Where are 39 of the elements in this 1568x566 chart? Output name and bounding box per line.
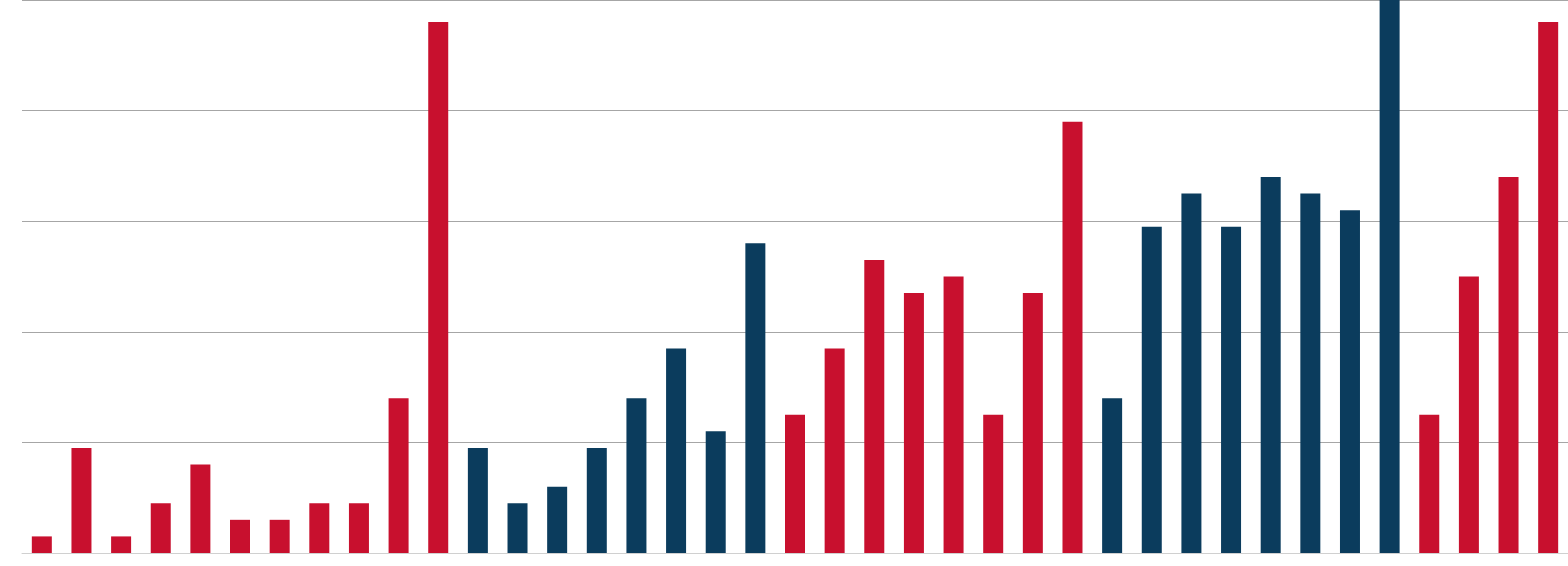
bar (1102, 398, 1123, 553)
bar (785, 414, 805, 553)
bar (626, 398, 647, 553)
bar (1300, 193, 1321, 553)
bar (1498, 176, 1519, 553)
bar (1379, 0, 1400, 553)
bar (467, 447, 488, 553)
bar (1062, 121, 1083, 553)
bar (269, 519, 290, 553)
bar (1022, 293, 1043, 553)
bar (1538, 22, 1559, 553)
bar (71, 447, 92, 553)
bar (348, 503, 369, 553)
bar (586, 447, 607, 553)
bar (1181, 193, 1202, 553)
bar (983, 414, 1004, 553)
bar (150, 503, 171, 553)
bar (745, 243, 766, 553)
bar (388, 398, 409, 553)
bar (1260, 176, 1281, 553)
bar (31, 536, 52, 553)
bar (309, 503, 330, 553)
bar (943, 276, 964, 553)
bar (428, 22, 449, 553)
bar (547, 486, 568, 553)
bar (190, 464, 211, 553)
bar (1141, 226, 1162, 553)
bar (111, 536, 132, 553)
bar (705, 431, 726, 553)
bar (1458, 276, 1479, 553)
bar (666, 348, 687, 553)
bar (507, 503, 528, 553)
bar (824, 348, 845, 553)
bar (1419, 414, 1440, 553)
bar (903, 293, 924, 553)
bar (1339, 210, 1360, 553)
bar (1221, 226, 1242, 553)
bar (230, 519, 251, 553)
bar (864, 259, 885, 553)
